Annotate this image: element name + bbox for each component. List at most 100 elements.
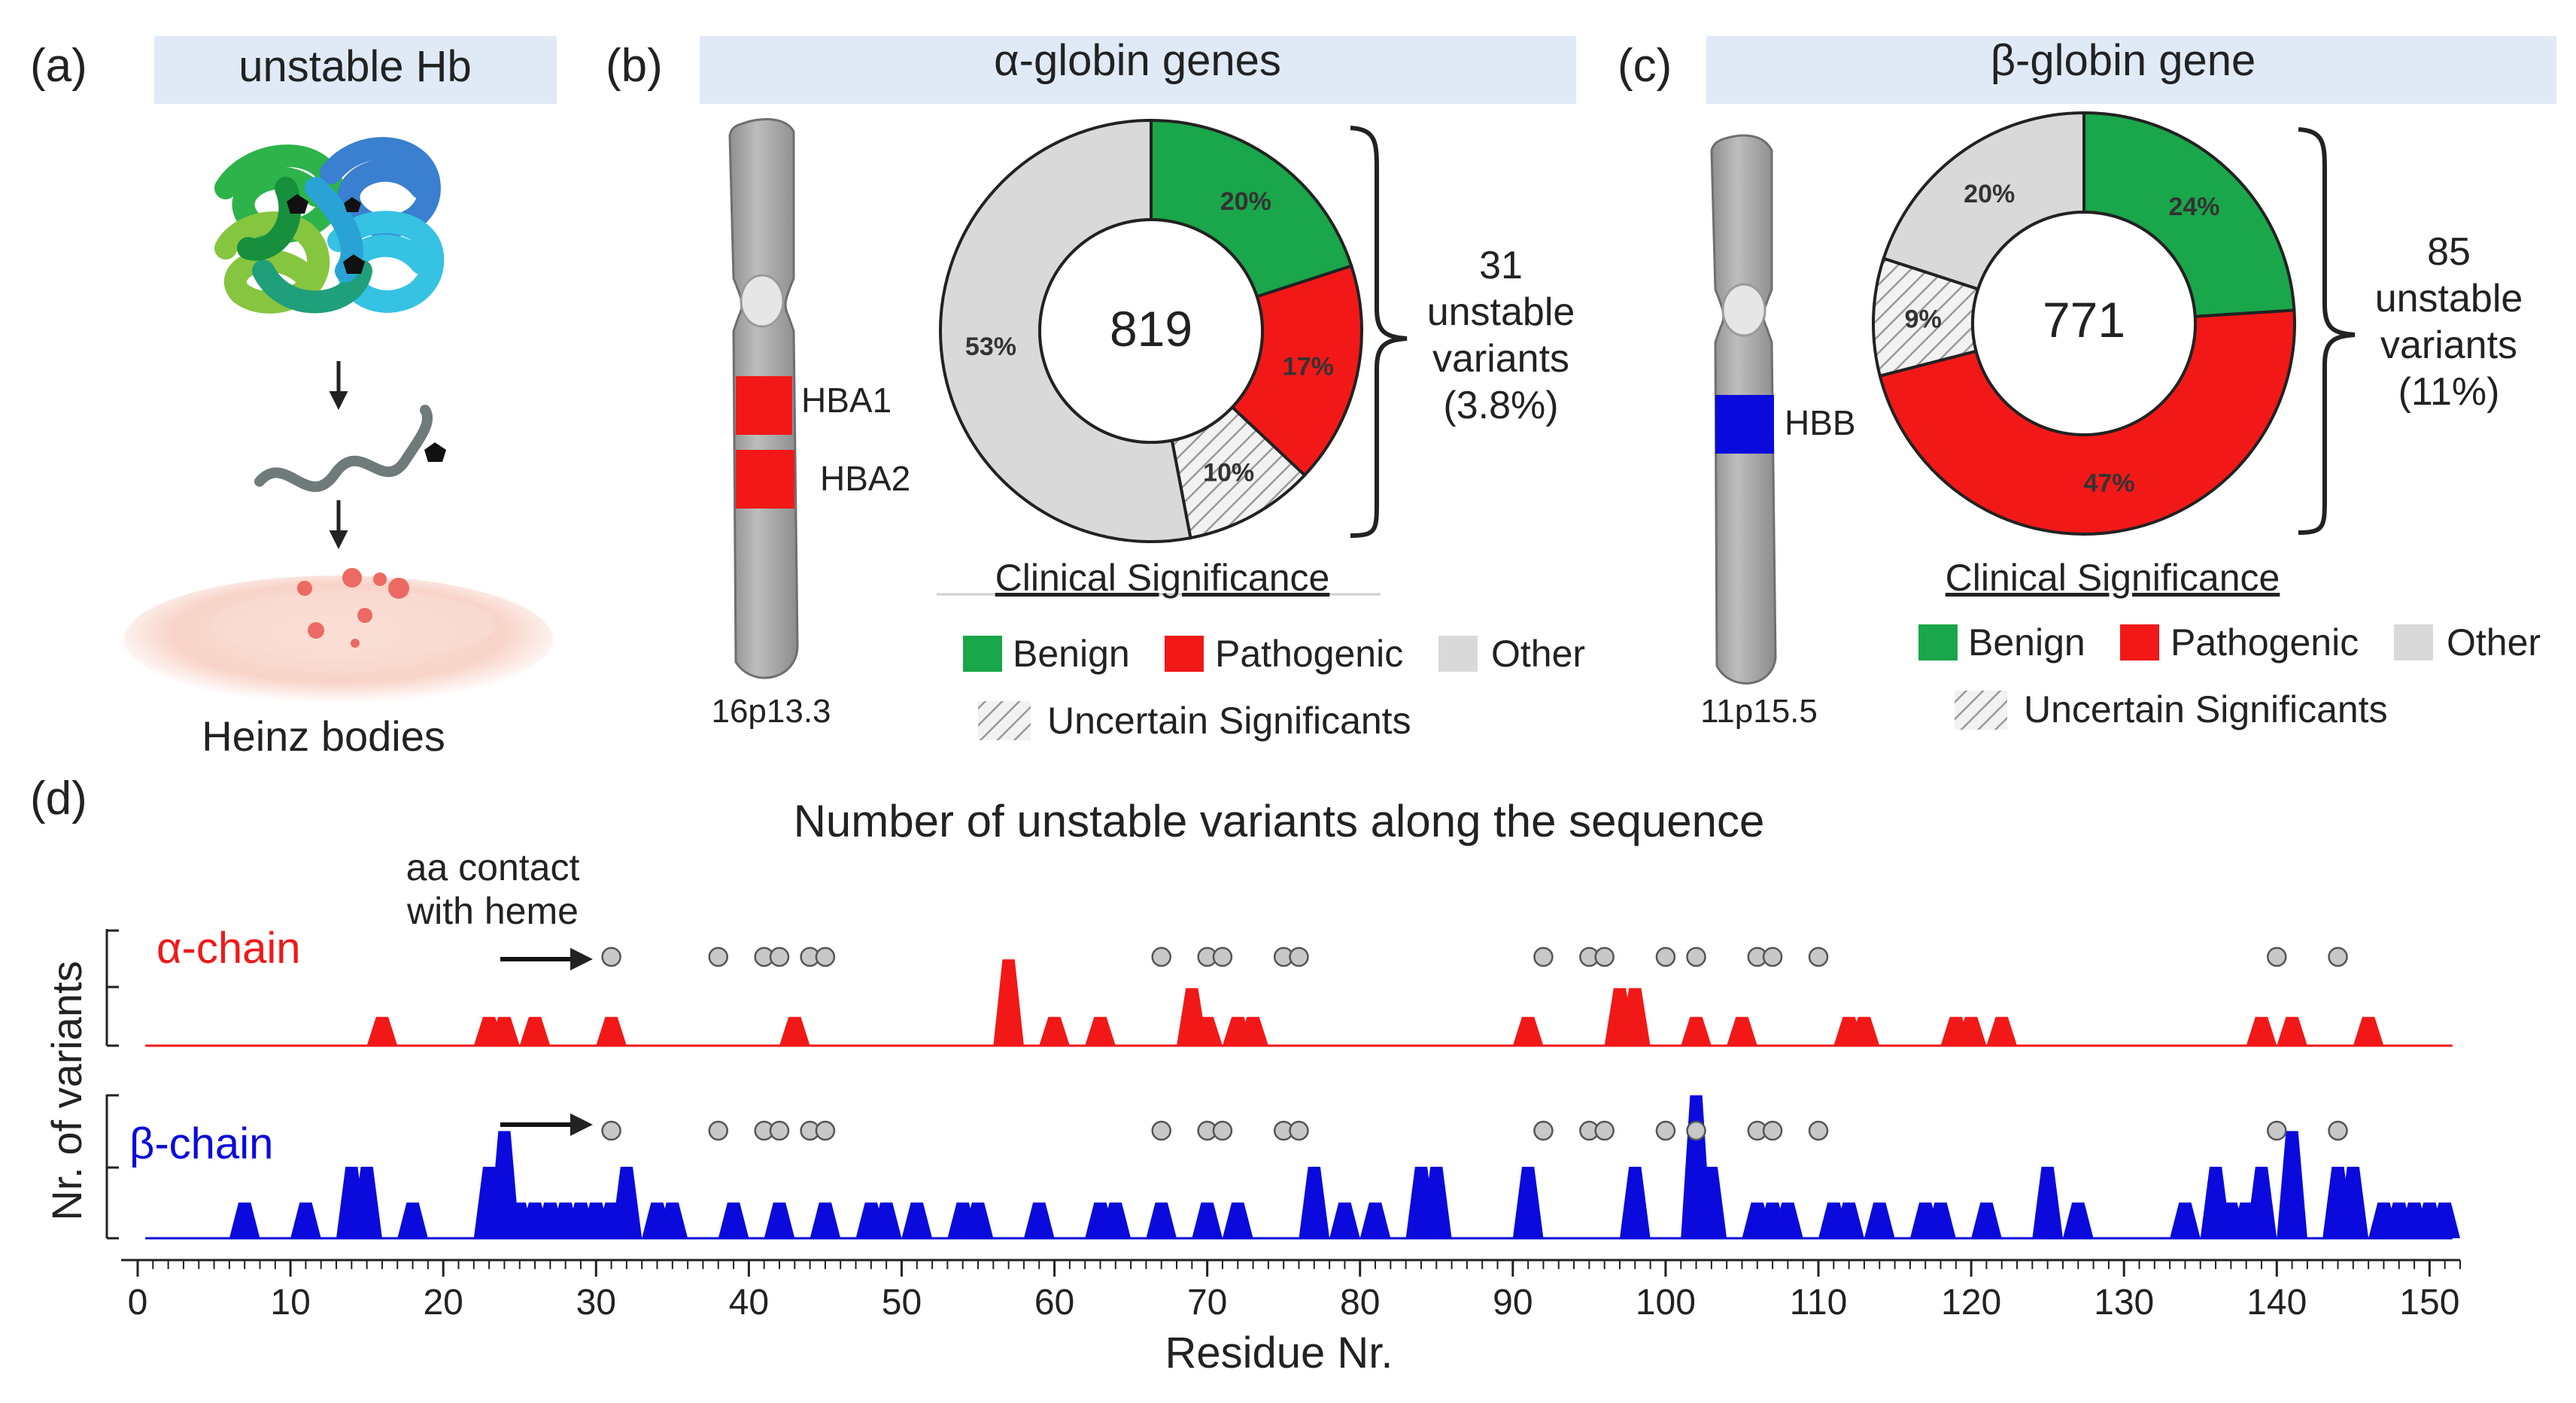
heme-group-icon	[287, 194, 365, 274]
x-tick-label: 110	[1790, 1283, 1848, 1323]
beta-residue-peak	[2338, 1167, 2369, 1238]
unfolded-chain-icon	[254, 405, 433, 492]
beta-residue-peak	[1023, 1202, 1055, 1238]
beta-residue-peak	[351, 1167, 382, 1238]
beta-residue-peak	[1833, 1202, 1864, 1238]
alpha-heme-contact-dot	[2267, 946, 2287, 967]
alpha-brace-line-2: unstable	[1427, 290, 1575, 334]
beta-heme-contact-dot	[1762, 1120, 1783, 1141]
x-tick-label: 80	[1340, 1283, 1380, 1323]
beta-legend-uncertain-swatch	[1955, 691, 2007, 730]
beta-residue-peak	[1696, 1167, 1727, 1238]
beta-chain-label: β-chain	[129, 1119, 273, 1168]
beta-residue-peak	[2170, 1202, 2201, 1238]
x-tick-label: 70	[1187, 1283, 1227, 1323]
beta-residue-peak	[1420, 1167, 1452, 1238]
beta-residue-peak	[2429, 1202, 2460, 1238]
hba2-band	[736, 450, 794, 509]
panel-c-header: β-globin gene	[1991, 36, 2256, 85]
beta-legend-benign: Benign	[1968, 621, 2085, 664]
alpha-heme-contact-dot	[2328, 946, 2348, 967]
alpha-residue-peak	[1512, 1016, 1544, 1046]
beta-donut-slice-label: 9%	[1905, 305, 1942, 333]
alpha-donut-slice-label: 10%	[1203, 459, 1254, 487]
beta-residue-peak	[1971, 1202, 2002, 1238]
x-tick-label: 30	[576, 1283, 616, 1323]
beta-heme-contact-dot	[815, 1120, 836, 1141]
beta-donut-total: 771	[2043, 292, 2125, 348]
beta-heme-contact-dot	[1686, 1120, 1706, 1141]
panel-b-header-bg	[700, 36, 1576, 104]
beta-heme-contact-dot	[2267, 1120, 2287, 1141]
x-tick-label: 10	[270, 1283, 310, 1323]
beta-axis	[105, 1094, 119, 1240]
beta-residue-peak	[901, 1202, 933, 1238]
x-tick-label: 60	[1034, 1283, 1074, 1323]
panel-a-caption: Heinz bodies	[202, 712, 445, 760]
alpha-residue-peak	[2353, 1016, 2384, 1046]
beta-legend-pathogenic: Pathogenic	[2170, 621, 2359, 664]
alpha-donut-total: 819	[1110, 301, 1192, 357]
panel-b: (b) α-globin genes HBA1 HBA2 16p13.3 20%…	[606, 36, 1585, 742]
free-heme-icon	[424, 442, 446, 462]
x-tick-label: 90	[1493, 1283, 1533, 1323]
alpha-heme-contact-dots	[601, 946, 2348, 967]
panel-c-letter: (c)	[1618, 40, 1672, 92]
alpha-legend-other: Other	[1491, 633, 1585, 675]
x-tick-label: 40	[729, 1283, 769, 1323]
beta-heme-contact-dot	[1151, 1120, 1171, 1141]
x-tick-label: 20	[423, 1283, 463, 1323]
panel-a-letter: (a)	[30, 40, 87, 92]
beta-heme-contact-dot	[1212, 1120, 1233, 1141]
beta-residue-peak	[2062, 1202, 2094, 1238]
hba2-label: HBA2	[820, 459, 910, 498]
alpha-residue-peak	[1192, 1016, 1223, 1046]
alpha-residue-peak	[779, 1016, 810, 1046]
alpha-residue-peak	[1619, 988, 1651, 1046]
beta-legend-pathogenic-swatch	[2120, 624, 2159, 661]
panel-d-title: Number of unstable variants along the se…	[794, 796, 1765, 846]
beta-residue-peak	[2277, 1131, 2307, 1238]
beta-residue-peak	[2246, 1167, 2277, 1238]
beta-residue-peak	[1773, 1202, 1803, 1238]
beta-residue-peak	[2032, 1167, 2063, 1238]
alpha-heme-contact-dot	[1808, 946, 1829, 967]
beta-residue-peak	[1299, 1167, 1330, 1238]
alpha-heme-contact-dot	[1762, 946, 1783, 967]
alpha-heme-contact-dot	[1151, 946, 1171, 967]
beta-brace-line-2: unstable	[2375, 277, 2523, 320]
beta-residue-peak	[1925, 1202, 1956, 1238]
beta-residue-peak	[962, 1202, 994, 1238]
alpha-heme-contact-dot	[1212, 946, 1233, 967]
panel-c: (c) β-globin gene HBB 11p15.5 24% 47% 9% 20…	[1618, 36, 2556, 730]
beta-heme-contact-dot	[769, 1120, 790, 1141]
panel-c-header-bg	[1706, 36, 2556, 104]
hbb-band	[1715, 395, 1774, 454]
alpha-legend-other-swatch	[1438, 636, 1478, 672]
beta-heme-contact-dot	[1808, 1120, 1829, 1141]
beta-brace	[2298, 127, 2356, 535]
alpha-residue-peak	[993, 959, 1024, 1046]
alpha-legend-uncertain: Uncertain Significants	[1047, 700, 1411, 742]
hbb-label: HBB	[1785, 403, 1856, 442]
chromosome-16-icon	[728, 117, 799, 679]
alpha-residue-peak	[366, 1016, 398, 1046]
beta-heme-contact-dot	[1655, 1120, 1676, 1141]
alpha-residue-peak	[596, 1016, 627, 1046]
alpha-residue-peak	[2277, 1016, 2307, 1046]
beta-heme-contact-dot	[1533, 1120, 1554, 1141]
alpha-legend-title: Clinical Significance	[995, 557, 1330, 599]
beta-heme-contact-dot	[2328, 1120, 2348, 1141]
red-cell-inner	[211, 591, 497, 658]
alpha-legend-pathogenic-swatch	[1165, 636, 1204, 672]
alpha-brace-line-1: 31	[1479, 244, 1523, 287]
beta-donut-slice-label: 24%	[2168, 193, 2219, 221]
alpha-legend-pathogenic: Pathogenic	[1215, 633, 1403, 675]
chromosome-11-icon	[1710, 134, 1777, 685]
x-tick-label: 0	[128, 1283, 148, 1323]
beta-residue-peak	[1359, 1202, 1391, 1238]
beta-chain-series	[145, 1095, 2460, 1240]
beta-donut-center	[1971, 211, 2197, 436]
